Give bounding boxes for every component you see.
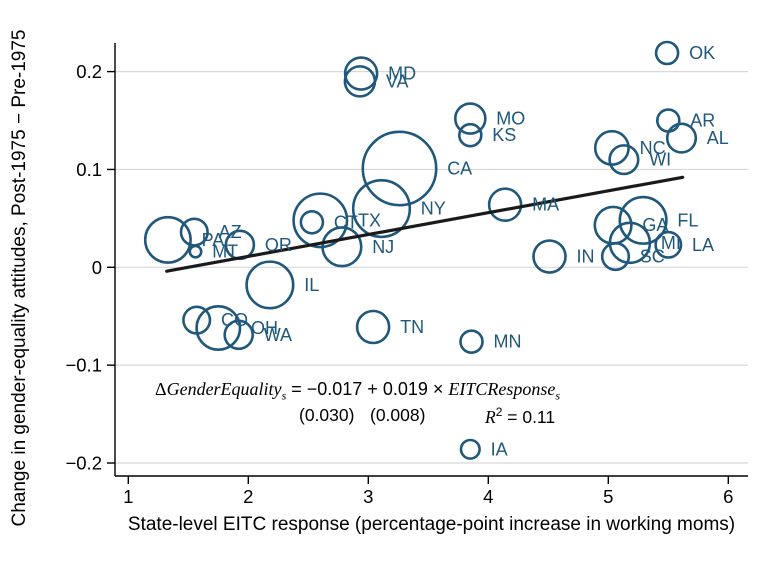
equation-lhs-subscript: s xyxy=(281,388,287,403)
state-label-MN: MN xyxy=(494,332,522,352)
state-label-OK: OK xyxy=(689,43,715,63)
regression-equation: ΔGenderEqualitys = −0.017 + 0.019 × EITC… xyxy=(155,379,585,431)
state-label-AZ: AZ xyxy=(219,222,242,242)
data-point-TN xyxy=(355,309,391,345)
gridlines xyxy=(115,70,748,464)
state-label-CA: CA xyxy=(447,158,472,178)
data-point-IL xyxy=(245,260,295,310)
state-label-IA: IA xyxy=(491,439,508,459)
equation-rhs-variable: EITCResponse xyxy=(448,379,556,399)
x-tick-label-6: 6 xyxy=(723,486,733,507)
state-label-NC: NC xyxy=(640,138,666,158)
data-point-OH xyxy=(195,304,242,351)
data-point-MT xyxy=(188,244,203,259)
state-label-MT: MT xyxy=(212,242,238,262)
se-intercept: (0.030) xyxy=(299,405,355,425)
data-point-MN xyxy=(459,329,484,354)
axes xyxy=(114,43,748,477)
state-label-AR: AR xyxy=(690,111,715,131)
state-label-VA: VA xyxy=(386,71,409,91)
state-label-FL: FL xyxy=(677,210,698,230)
data-point-GA xyxy=(593,205,633,245)
equation-lhs-variable: GenderEquality xyxy=(166,379,282,399)
data-point-NY xyxy=(351,178,412,239)
data-point-NC xyxy=(593,129,630,166)
y-tick-label-0.1: 0.1 xyxy=(76,159,102,180)
state-label-KS: KS xyxy=(492,125,516,145)
data-point-OK xyxy=(654,40,680,66)
state-label-NJ: NJ xyxy=(372,237,394,257)
fit-line xyxy=(165,175,685,273)
data-points xyxy=(143,40,698,460)
y-axis-title: Change in gender-equality attitudes, Pos… xyxy=(9,29,30,527)
data-point-AL xyxy=(665,122,698,154)
delta-symbol: Δ xyxy=(155,379,167,399)
state-label-MD: MD xyxy=(388,64,416,84)
x-tick-label-4: 4 xyxy=(483,486,493,507)
data-point-WA xyxy=(223,319,254,351)
data-point-MD xyxy=(343,56,379,91)
state-label-AL: AL xyxy=(707,128,729,148)
data-point-WI xyxy=(608,144,640,176)
axis-ticks xyxy=(107,70,729,484)
x-axis-title: State-level EITC response (percentage-po… xyxy=(127,514,736,535)
state-label-MI: MI xyxy=(661,233,681,253)
data-point-KS xyxy=(457,122,483,148)
r-squared-symbol: R xyxy=(485,406,496,427)
r-squared-value: = 0.11 xyxy=(502,406,556,427)
state-label-WI: WI xyxy=(649,150,671,170)
x-tick-label-5: 5 xyxy=(603,486,613,507)
state-label-TX: TX xyxy=(358,210,381,230)
r-squared-exponent: 2 xyxy=(495,405,503,419)
data-point-VA xyxy=(343,65,377,98)
data-point-CT xyxy=(299,209,325,235)
state-label-PA: PA xyxy=(202,230,225,250)
r-squared: R2 = 0.11 xyxy=(485,405,555,428)
state-label-GA: GA xyxy=(642,215,668,235)
state-label-SC: SC xyxy=(640,247,665,267)
data-point-MO xyxy=(453,102,487,135)
state-label-OR: OR xyxy=(265,235,292,255)
data-point-CA xyxy=(361,130,438,207)
state-label-IL: IL xyxy=(304,275,319,295)
data-point-NJ xyxy=(321,226,363,268)
state-label-WA: WA xyxy=(264,325,292,345)
data-point-LA xyxy=(654,230,683,259)
x-tick-label-1: 1 xyxy=(123,486,133,507)
equation-rhs-subscript: s xyxy=(555,388,561,403)
y-tick-label--0.2: −0.2 xyxy=(65,453,102,474)
state-label-LA: LA xyxy=(692,235,714,255)
x-tick-label-2: 2 xyxy=(243,486,253,507)
data-point-PA xyxy=(143,215,192,264)
state-label-IN: IN xyxy=(577,247,595,267)
state-label-NY: NY xyxy=(421,199,446,219)
regression-line xyxy=(165,175,685,273)
y-tick-label-0: 0 xyxy=(92,257,102,278)
data-point-IA xyxy=(459,438,481,460)
state-label-MO: MO xyxy=(496,109,525,129)
equation-line1: ΔGenderEqualitys = −0.017 + 0.019 × EITC… xyxy=(155,379,585,404)
data-point-SC xyxy=(600,241,631,272)
x-tick-label-3: 3 xyxy=(363,486,373,507)
data-point-IN xyxy=(532,239,567,274)
data-point-AR xyxy=(655,108,681,133)
y-tick-label--0.1: −0.1 xyxy=(65,355,102,376)
y-tick-label-0.2: 0.2 xyxy=(76,61,102,82)
equation-coefficients: = −0.017 + 0.019 × xyxy=(286,379,449,399)
data-point-TX xyxy=(292,192,349,249)
data-point-FL xyxy=(618,195,668,245)
state-label-MA: MA xyxy=(532,195,559,215)
se-slope: (0.008) xyxy=(370,405,426,425)
data-point-MA xyxy=(487,187,523,222)
state-label-CO: CO xyxy=(221,310,248,330)
state-label-OH: OH xyxy=(251,318,278,338)
state-label-CT: CT xyxy=(334,212,358,232)
axis-tick-labels: 0.2 0.1 0 −0.1 −0.2 1 2 3 4 5 6 xyxy=(65,61,733,507)
state-label-TN: TN xyxy=(400,317,424,337)
